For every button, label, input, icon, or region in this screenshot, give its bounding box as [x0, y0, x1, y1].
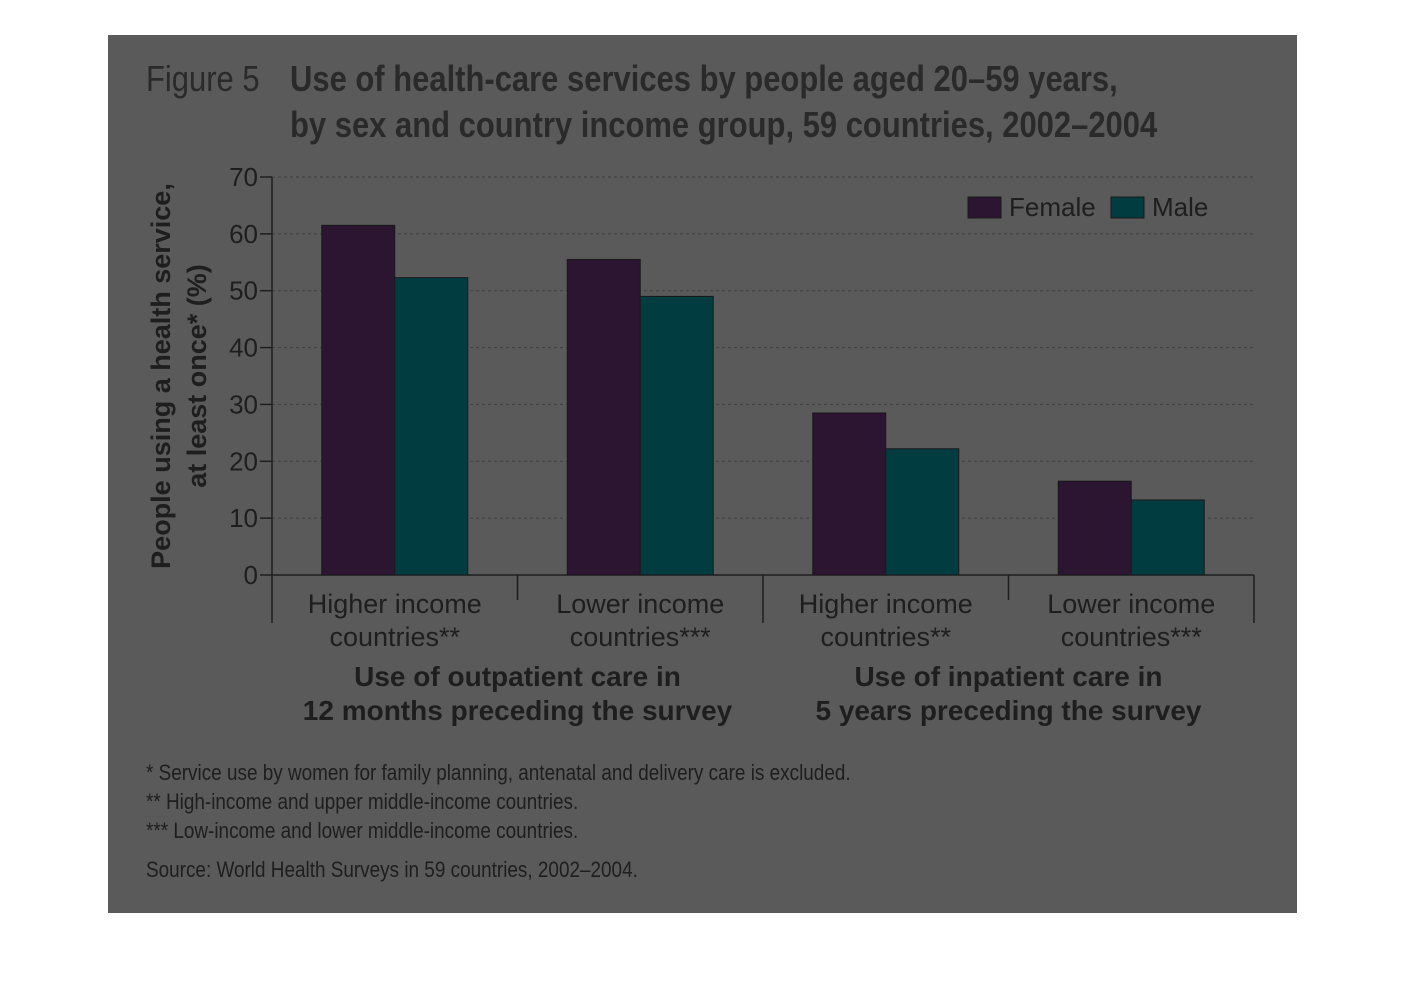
x-tick-label-line-2: countries**: [329, 622, 460, 652]
footnote-2: ** High-income and upper middle-income c…: [146, 789, 579, 814]
footnote-1: * Service use by women for family planni…: [146, 760, 851, 785]
bar-female: [812, 412, 887, 576]
footnote-3: *** Low-income and lower middle-income c…: [146, 818, 579, 843]
y-tick-label: 40: [229, 333, 258, 363]
y-tick-label: 0: [244, 560, 258, 590]
x-tick-label-line-2: countries***: [570, 622, 712, 652]
group-label-line-1: Use of inpatient care in: [854, 661, 1162, 692]
y-tick-label: 30: [229, 389, 258, 419]
y-axis-label-line-2: at least once* (%): [182, 264, 212, 488]
source-note: Source: World Health Surveys in 59 count…: [146, 857, 638, 882]
bar-male: [639, 295, 714, 576]
legend-label-male: Male: [1152, 192, 1208, 222]
bar-male: [394, 277, 469, 576]
y-axis-label-line-1: People using a health service,: [146, 183, 176, 569]
group-label-line-1: Use of outpatient care in: [354, 661, 681, 692]
y-tick-label: 50: [229, 276, 258, 306]
bar-female: [566, 258, 641, 576]
legend-swatch-female: [967, 196, 1002, 219]
figure-label: Figure 5: [146, 58, 260, 99]
group-label-line-2: 12 months preceding the survey: [303, 695, 733, 726]
y-tick-label: 20: [229, 446, 258, 476]
x-tick-label-line-2: countries***: [1061, 622, 1203, 652]
legend-label-female: Female: [1009, 192, 1096, 222]
x-tick-label-line-1: Lower income: [1047, 589, 1215, 619]
bar-female: [321, 224, 396, 576]
chart-title-line-1: Use of health-care services by people ag…: [290, 58, 1118, 99]
x-tick-label-line-1: Higher income: [799, 589, 973, 619]
bar-male: [885, 448, 960, 576]
bar-female: [1057, 480, 1132, 576]
x-tick-label-line-2: countries**: [820, 622, 951, 652]
x-tick-label-line-1: Higher income: [308, 589, 482, 619]
legend-swatch-male: [1110, 196, 1145, 219]
y-tick-label: 70: [229, 162, 258, 192]
y-tick-label: 60: [229, 219, 258, 249]
group-label-line-2: 5 years preceding the survey: [816, 695, 1202, 726]
y-tick-label: 10: [229, 503, 258, 533]
bar-male: [1130, 499, 1205, 576]
x-tick-label-line-1: Lower income: [556, 589, 724, 619]
chart-title-line-2: by sex and country income group, 59 coun…: [290, 104, 1158, 145]
